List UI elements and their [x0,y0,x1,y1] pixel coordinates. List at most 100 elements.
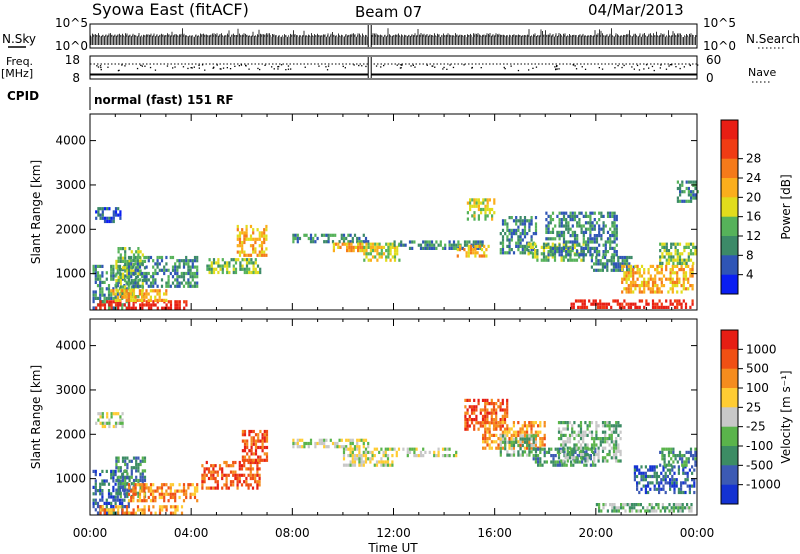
velocity-colorbar-swatch [721,388,738,408]
power-echo-cell [106,300,109,304]
power-echo-cell [249,253,253,257]
power-echo-cell [107,287,111,291]
power-echo-cell [117,213,120,217]
velocity-echo-cell [660,481,663,485]
power-echo-cell [682,280,685,284]
velocity-echo-cell [342,454,346,458]
velocity-echo-cell [599,443,602,447]
power-echo-cell [180,281,183,285]
power-echo-cell [258,237,261,241]
power-echo-cell [512,251,516,255]
velocity-echo-cell [406,447,409,451]
power-echo-cell [314,240,317,244]
freq-dot [342,65,344,67]
velocity-echo-cell [530,443,533,448]
velocity-echo-cell [362,454,365,458]
power-echo-cell [136,284,139,288]
power-echo-cell [238,253,242,257]
power-echo-cell [99,284,102,288]
power-echo-cell [152,303,155,307]
velocity-echo-cell [163,483,166,487]
power-echo-cell [508,228,511,232]
velocity-echo-cell [349,445,352,449]
velocity-echo-cell [464,427,467,431]
velocity-echo-cell [692,457,695,461]
velocity-echo-cell [298,445,302,449]
velocity-echo-cell [653,506,656,510]
velocity-echo-cell [671,478,674,482]
power-echo-cell [491,217,494,221]
velocity-echo-cell [382,454,385,458]
velocity-echo-cell [504,440,507,444]
velocity-echo-cell [617,443,620,447]
power-echo-cell [110,277,113,281]
power-echo-cell [189,281,192,285]
velocity-echo-cell [672,503,675,507]
velocity-echo-cell [338,445,341,449]
power-echo-cell [248,270,251,275]
velocity-echo-cell [349,454,352,458]
power-echo-cell [185,300,188,304]
power-echo-cell [116,298,119,302]
power-echo-cell [252,250,255,254]
power-echo-cell [662,284,666,288]
power-echo-cell [578,255,581,259]
power-colorbar-swatch [721,197,738,218]
power-echo-cell [174,284,177,288]
power-echo-cell [260,234,264,238]
velocity-echo-cell [216,480,219,484]
power-echo-cell [265,247,268,251]
velocity-echo-cell [512,421,515,425]
velocity-echo-cell [252,429,255,434]
power-echo-cell [105,271,108,275]
nave-right-tick-bottom: 0 [706,71,714,85]
power-echo-cell [292,233,295,237]
velocity-echo-cell [468,424,471,428]
power-echo-cell [593,268,596,272]
velocity-echo-cell [466,411,469,415]
velocity-echo-cell [484,437,487,441]
freq-dot [344,67,346,69]
velocity-echo-cell [216,473,219,477]
power-echo-cell [474,248,477,252]
velocity-echo-cell [353,447,357,451]
power-echo-cell [612,259,615,263]
velocity-echo-cell [664,490,667,495]
velocity-echo-cell [212,470,215,474]
velocity-echo-cell [254,442,258,446]
power-echo-cell [667,249,671,253]
velocity-echo-cell [584,430,587,434]
power-echo-cell [584,227,588,231]
velocity-echo-cell [636,468,639,472]
power-echo-cell [598,250,601,254]
freq-dot [172,67,174,69]
velocity-echo-cell [249,473,252,477]
velocity-echo-cell [678,454,682,458]
power-echo-cell [343,242,346,246]
power-echo-cell [461,246,464,250]
freq-dot [121,64,123,66]
freq-dot [446,68,448,70]
velocity-echo-cell [167,492,170,496]
power-echo-cell [694,245,697,249]
power-echo-cell [187,259,190,263]
velocity-echo-cell [613,509,616,513]
velocity-echo-cell [375,463,379,467]
power-echo-cell [250,270,253,275]
velocity-echo-cell [521,430,524,434]
power-echo-cell [296,236,299,241]
velocity-echo-cell [515,437,518,441]
power-echo-cell [523,232,527,236]
velocity-echo-cell [99,485,102,489]
velocity-colorbar-swatch [721,330,738,350]
power-echo-cell [534,228,538,232]
velocity-echo-cell [252,442,255,446]
power-echo-cell [651,305,655,309]
power-echo-cell [119,292,122,296]
power-echo-cell [506,222,509,226]
velocity-echo-cell [234,460,237,465]
power-echo-cell [671,302,674,306]
power-echo-cell [339,245,342,249]
power-echo-cell [591,221,594,225]
